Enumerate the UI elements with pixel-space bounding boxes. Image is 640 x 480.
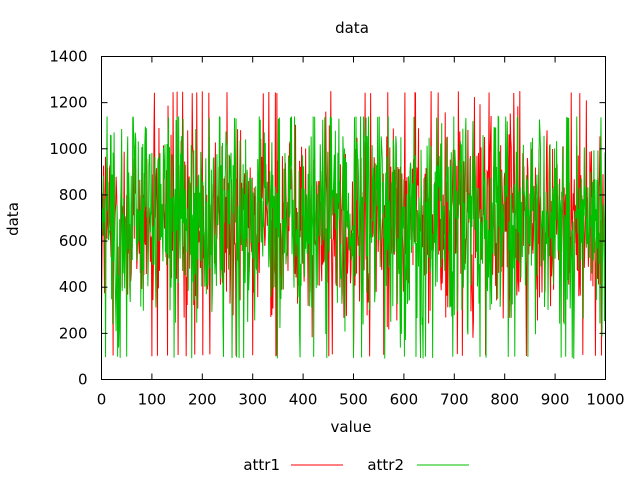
- x-tick-label: 400: [289, 391, 318, 409]
- x-axis-label: value: [331, 418, 372, 436]
- series-layer: [101, 91, 606, 359]
- y-tick-label: 600: [59, 232, 88, 250]
- x-tick-label: 700: [440, 391, 469, 409]
- x-tick-label: 100: [138, 391, 167, 409]
- legend: attr1 attr2: [243, 456, 469, 474]
- x-tick-label: 500: [339, 391, 368, 409]
- y-tick-label: 1400: [49, 48, 87, 66]
- x-tick-label: 800: [490, 391, 519, 409]
- x-tick-label: 300: [238, 391, 267, 409]
- y-tick-label: 1200: [49, 94, 87, 112]
- x-tick-label: 1000: [586, 391, 624, 409]
- y-tick-label: 0: [78, 371, 88, 389]
- y-tick-label: 1000: [49, 140, 87, 158]
- y-tick-label: 200: [59, 324, 88, 342]
- plot-frame: [101, 56, 606, 380]
- y-axis-label: data: [4, 202, 22, 236]
- x-tick-label: 900: [541, 391, 570, 409]
- x-axis-ticks: 0 100 200 300 400 500 600 700 800 900 1000: [97, 56, 625, 409]
- y-tick-label: 400: [59, 278, 88, 296]
- y-tick-label: 800: [59, 186, 88, 204]
- x-tick-label: 0: [97, 391, 107, 409]
- series-line-attr2: [101, 115, 606, 359]
- x-tick-label: 200: [188, 391, 217, 409]
- x-tick-label: 600: [390, 391, 419, 409]
- y-axis-ticks: 0 200 400 600 800 1000 1200 1400: [49, 48, 606, 389]
- legend-label-attr2: attr2: [367, 456, 404, 474]
- legend-label-attr1: attr1: [243, 456, 280, 474]
- chart-title: data: [335, 19, 369, 37]
